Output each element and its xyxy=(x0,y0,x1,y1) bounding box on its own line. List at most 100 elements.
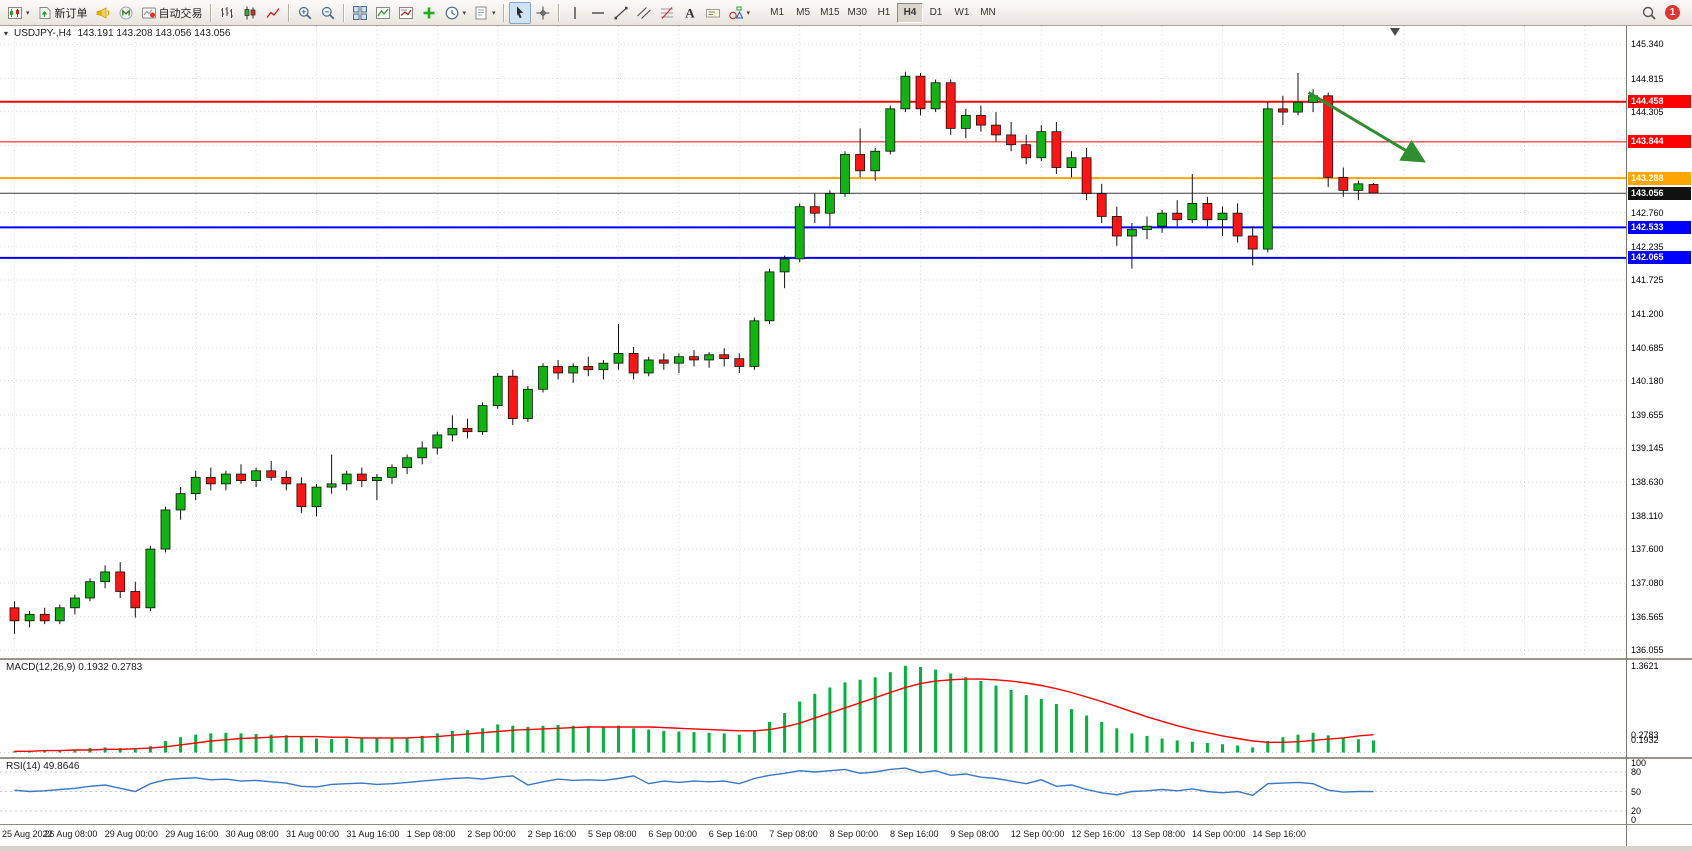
price-axis-label: 100 xyxy=(1631,758,1647,768)
candle-body xyxy=(1293,101,1303,113)
chart-shift-marker[interactable] xyxy=(1390,28,1400,36)
candle-body xyxy=(523,388,533,420)
macd-chart-svg xyxy=(0,665,1626,754)
channel-icon xyxy=(636,6,651,19)
timeframe-M15-button[interactable]: M15 xyxy=(820,7,840,18)
price-axis: 145.340144.815144.305143.790143.280142.7… xyxy=(1626,26,1692,846)
trendline-button[interactable] xyxy=(610,2,632,24)
zoom-in-button[interactable] xyxy=(294,2,316,24)
bar-chart-button[interactable] xyxy=(216,2,238,24)
candle-body xyxy=(598,362,609,371)
line-chart-button[interactable] xyxy=(262,2,284,24)
indicators-list-button[interactable] xyxy=(395,2,417,24)
shapes-button[interactable]: ▾ xyxy=(725,2,754,24)
periods-button[interactable]: ▾ xyxy=(441,2,470,24)
search-button[interactable] xyxy=(1638,2,1660,24)
vline-icon xyxy=(573,6,576,19)
price-axis-label: 1.3621 xyxy=(1631,661,1659,671)
price-axis-label: 136.055 xyxy=(1631,644,1664,655)
text-button[interactable]: A xyxy=(679,2,701,24)
trend-arrow[interactable] xyxy=(1307,91,1426,163)
candle-body xyxy=(658,359,669,364)
chart-window: ▾ USDJPY-,H4 143.191 143.208 143.056 143… xyxy=(0,26,1692,851)
timeframe-H1-button[interactable]: H1 xyxy=(877,7,891,18)
dropdown-caret-icon: ▾ xyxy=(462,9,467,17)
candle-body xyxy=(160,509,171,550)
rsi-pane: RSI(14) 49.8646 xyxy=(0,759,1626,824)
timeframe-M1-button[interactable]: M1 xyxy=(770,7,785,18)
new-chart-button[interactable]: ▾ xyxy=(4,2,33,24)
templates-button[interactable]: ▾ xyxy=(470,2,499,24)
timeframe-M5-button[interactable]: M5 xyxy=(796,7,811,18)
time-axis-label: 8 Sep 00:00 xyxy=(829,829,879,839)
candle-body xyxy=(462,428,473,433)
autotrading-button[interactable]: 自动交易 xyxy=(138,2,206,24)
cursor-button[interactable] xyxy=(508,1,531,24)
rsi-label: RSI(14) 49.8646 xyxy=(6,761,80,772)
price-axis-label: 137.080 xyxy=(1631,577,1664,588)
price-axis-label: 145.340 xyxy=(1631,39,1664,50)
indicators-button[interactable] xyxy=(372,2,394,24)
candle-body xyxy=(1368,184,1379,194)
label-button[interactable] xyxy=(702,2,724,24)
pane-separator[interactable] xyxy=(0,757,1626,759)
time-axis-label: 14 Sep 16:00 xyxy=(1252,829,1306,839)
candlestick-chart-button[interactable] xyxy=(239,2,261,24)
candle-body xyxy=(855,154,865,172)
time-axis-label: 7 Sep 08:00 xyxy=(769,829,818,839)
timeframe-D1-button[interactable]: D1 xyxy=(929,7,943,18)
candle-body xyxy=(674,356,684,364)
add-indicator-button[interactable] xyxy=(418,2,440,24)
candle-body xyxy=(341,473,352,485)
channel-button[interactable] xyxy=(633,2,655,24)
price-pane: ▾ USDJPY-,H4 143.191 143.208 143.056 143… xyxy=(0,26,1626,658)
timeframe-H4-button[interactable]: H4 xyxy=(896,2,923,23)
crosshair-button[interactable] xyxy=(532,2,554,24)
timeframe-W1-button[interactable]: W1 xyxy=(954,7,970,18)
candle-body xyxy=(1338,176,1349,191)
symbol-ohlc: 143.191 143.208 143.056 143.056 xyxy=(77,28,231,39)
price-axis-label: 144.815 xyxy=(1631,73,1664,84)
rsi-line xyxy=(14,767,1374,797)
price-axis-label: 20 xyxy=(1631,806,1642,816)
toolbar-separator xyxy=(342,3,345,22)
candle-body xyxy=(371,476,382,481)
notification-badge[interactable]: 1 xyxy=(1665,5,1680,20)
templates-icon xyxy=(475,6,487,19)
candle-body xyxy=(719,354,730,360)
candle-body xyxy=(296,483,307,508)
cursor-icon xyxy=(516,6,523,18)
chart-plot-area: ▾ USDJPY-,H4 143.191 143.208 143.056 143… xyxy=(0,26,1626,851)
candle-body xyxy=(311,486,322,508)
horizontal-lines xyxy=(0,100,1626,259)
timeframe-MN-button[interactable]: MN xyxy=(980,7,996,18)
price-axis-label: 139.145 xyxy=(1631,443,1664,454)
mql5-community-button[interactable] xyxy=(92,2,114,24)
chart-menu-icon[interactable]: ▾ xyxy=(4,29,9,38)
vline-button[interactable] xyxy=(564,2,586,24)
toolbar: ▾ 新订单 自动交易 ▾ ▾ A ▾ M1 M5 M15 M30 H1 H4 D1 W1 MN 1 xyxy=(0,0,1692,26)
autotrading-icon xyxy=(141,7,156,18)
timeframe-M30-button[interactable]: M30 xyxy=(847,7,867,18)
fibonacci-button[interactable] xyxy=(656,2,678,24)
tile-windows-icon xyxy=(352,5,367,20)
symbol-title: USDJPY-,H4 xyxy=(14,28,72,39)
price-axis-label: 0.2783 xyxy=(1631,729,1659,740)
pane-separator[interactable] xyxy=(0,658,1626,660)
candle-body xyxy=(100,571,110,583)
metaquotes-button[interactable] xyxy=(115,2,137,24)
candle-body xyxy=(70,597,80,609)
hline-button[interactable] xyxy=(587,2,609,24)
new-order-button[interactable]: 新订单 xyxy=(34,2,91,24)
candle-body xyxy=(538,366,548,390)
pane-separator xyxy=(1627,824,1692,825)
candle-body xyxy=(85,581,95,599)
time-axis-label: 30 Aug 08:00 xyxy=(225,829,279,839)
candle-body xyxy=(236,473,246,481)
tile-windows-button[interactable] xyxy=(349,2,371,24)
candle-body xyxy=(190,476,201,495)
candle-body xyxy=(1278,108,1288,113)
bar-chart-icon xyxy=(220,6,233,18)
zoom-out-button[interactable] xyxy=(317,2,339,24)
time-axis-label: 31 Aug 00:00 xyxy=(286,829,340,839)
